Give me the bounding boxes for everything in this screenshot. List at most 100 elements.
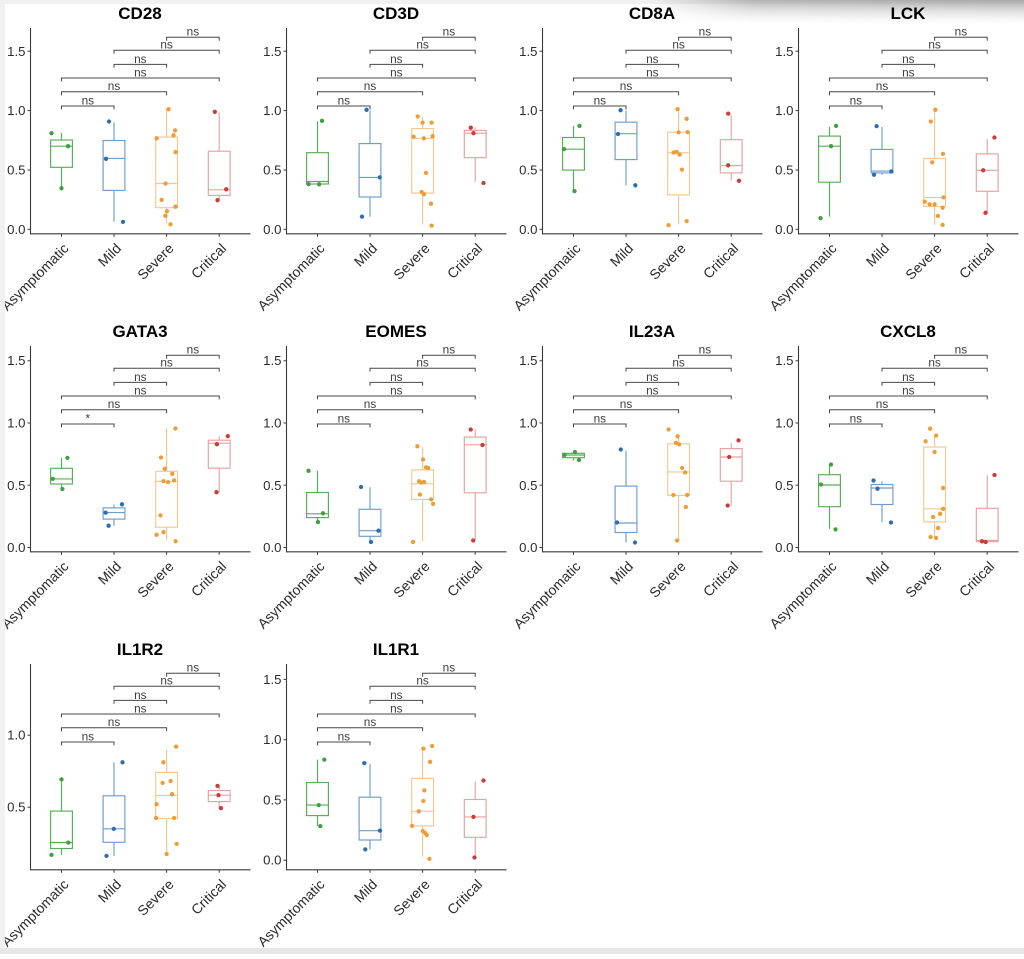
- svg-text:1.5: 1.5: [775, 353, 793, 368]
- svg-text:EOMES: EOMES: [365, 322, 426, 341]
- svg-text:1.5: 1.5: [7, 44, 25, 59]
- svg-text:ns: ns: [108, 715, 121, 729]
- svg-text:ns: ns: [416, 356, 429, 370]
- svg-text:ns: ns: [390, 52, 403, 66]
- svg-text:ns: ns: [955, 25, 968, 39]
- svg-text:ns: ns: [850, 93, 863, 107]
- svg-text:ns: ns: [134, 52, 147, 66]
- svg-text:1.0: 1.0: [7, 416, 25, 431]
- svg-text:ns: ns: [672, 356, 685, 370]
- svg-text:ns: ns: [928, 38, 941, 52]
- svg-text:ns: ns: [134, 688, 147, 702]
- svg-text:1.5: 1.5: [519, 353, 537, 368]
- svg-text:ns: ns: [928, 356, 941, 370]
- svg-text:ns: ns: [850, 411, 863, 425]
- svg-text:ns: ns: [390, 383, 403, 397]
- svg-text:GATA3: GATA3: [112, 322, 167, 341]
- svg-text:0.0: 0.0: [775, 222, 793, 237]
- svg-text:IL1R2: IL1R2: [117, 640, 163, 659]
- svg-text:ns: ns: [699, 343, 712, 357]
- svg-text:1.5: 1.5: [263, 44, 281, 59]
- svg-text:ns: ns: [902, 383, 915, 397]
- svg-text:0.5: 0.5: [7, 478, 25, 493]
- svg-text:0.5: 0.5: [519, 478, 537, 493]
- svg-text:ns: ns: [594, 411, 607, 425]
- svg-text:ns: ns: [134, 701, 147, 715]
- svg-text:0.5: 0.5: [7, 163, 25, 178]
- svg-text:ns: ns: [902, 370, 915, 384]
- svg-text:0.0: 0.0: [263, 853, 281, 868]
- svg-text:ns: ns: [620, 79, 633, 93]
- svg-text:ns: ns: [876, 79, 889, 93]
- svg-text:1.5: 1.5: [519, 44, 537, 59]
- svg-text:ns: ns: [876, 397, 889, 411]
- svg-text:1.0: 1.0: [775, 416, 793, 431]
- svg-text:ns: ns: [390, 370, 403, 384]
- svg-text:ns: ns: [443, 343, 456, 357]
- svg-text:ns: ns: [646, 65, 659, 79]
- svg-text:CD3D: CD3D: [373, 4, 419, 23]
- svg-text:0.0: 0.0: [7, 222, 25, 237]
- svg-text:ns: ns: [620, 397, 633, 411]
- svg-text:0.0: 0.0: [775, 540, 793, 555]
- svg-text:ns: ns: [390, 65, 403, 79]
- svg-text:1.0: 1.0: [263, 732, 281, 747]
- svg-text:ns: ns: [699, 25, 712, 39]
- svg-text:ns: ns: [443, 661, 456, 675]
- svg-text:ns: ns: [338, 729, 351, 743]
- svg-text:ns: ns: [594, 93, 607, 107]
- svg-text:ns: ns: [390, 701, 403, 715]
- svg-text:*: *: [86, 411, 91, 425]
- svg-text:ns: ns: [443, 25, 456, 39]
- svg-text:0.0: 0.0: [263, 222, 281, 237]
- svg-text:0.0: 0.0: [7, 540, 25, 555]
- svg-text:ns: ns: [364, 397, 377, 411]
- svg-text:0.0: 0.0: [263, 540, 281, 555]
- svg-text:CD8A: CD8A: [629, 4, 675, 23]
- svg-text:1.0: 1.0: [519, 103, 537, 118]
- svg-text:0.5: 0.5: [519, 163, 537, 178]
- svg-text:ns: ns: [416, 674, 429, 688]
- svg-text:CXCL8: CXCL8: [880, 322, 936, 341]
- svg-text:1.0: 1.0: [263, 103, 281, 118]
- svg-text:ns: ns: [390, 688, 403, 702]
- svg-text:0.5: 0.5: [775, 163, 793, 178]
- svg-text:1.5: 1.5: [775, 44, 793, 59]
- svg-text:CD28: CD28: [118, 4, 161, 23]
- svg-text:ns: ns: [108, 397, 121, 411]
- svg-text:1.5: 1.5: [263, 672, 281, 687]
- svg-text:0.5: 0.5: [775, 478, 793, 493]
- svg-text:1.0: 1.0: [7, 728, 25, 743]
- svg-text:ns: ns: [82, 729, 95, 743]
- svg-text:ns: ns: [672, 38, 685, 52]
- svg-text:ns: ns: [955, 343, 968, 357]
- svg-text:0.5: 0.5: [263, 792, 281, 807]
- svg-text:ns: ns: [187, 343, 200, 357]
- svg-text:IL1R1: IL1R1: [373, 640, 419, 659]
- svg-text:ns: ns: [338, 411, 351, 425]
- svg-text:0.0: 0.0: [519, 540, 537, 555]
- svg-text:1.0: 1.0: [519, 416, 537, 431]
- svg-text:1.5: 1.5: [263, 353, 281, 368]
- svg-text:IL23A: IL23A: [629, 322, 675, 341]
- svg-text:ns: ns: [160, 356, 173, 370]
- svg-text:1.0: 1.0: [775, 103, 793, 118]
- svg-text:LCK: LCK: [891, 4, 927, 23]
- svg-text:0.0: 0.0: [519, 222, 537, 237]
- svg-text:ns: ns: [108, 79, 121, 93]
- svg-text:ns: ns: [338, 93, 351, 107]
- svg-text:ns: ns: [646, 383, 659, 397]
- svg-text:ns: ns: [187, 661, 200, 675]
- svg-text:1.0: 1.0: [7, 103, 25, 118]
- svg-text:ns: ns: [902, 52, 915, 66]
- svg-text:ns: ns: [134, 383, 147, 397]
- svg-text:0.5: 0.5: [263, 478, 281, 493]
- svg-text:ns: ns: [364, 715, 377, 729]
- svg-text:1.0: 1.0: [263, 416, 281, 431]
- svg-text:0.5: 0.5: [263, 163, 281, 178]
- svg-text:0.5: 0.5: [7, 800, 25, 815]
- svg-text:ns: ns: [364, 79, 377, 93]
- svg-text:ns: ns: [187, 25, 200, 39]
- svg-text:ns: ns: [416, 38, 429, 52]
- svg-text:ns: ns: [160, 674, 173, 688]
